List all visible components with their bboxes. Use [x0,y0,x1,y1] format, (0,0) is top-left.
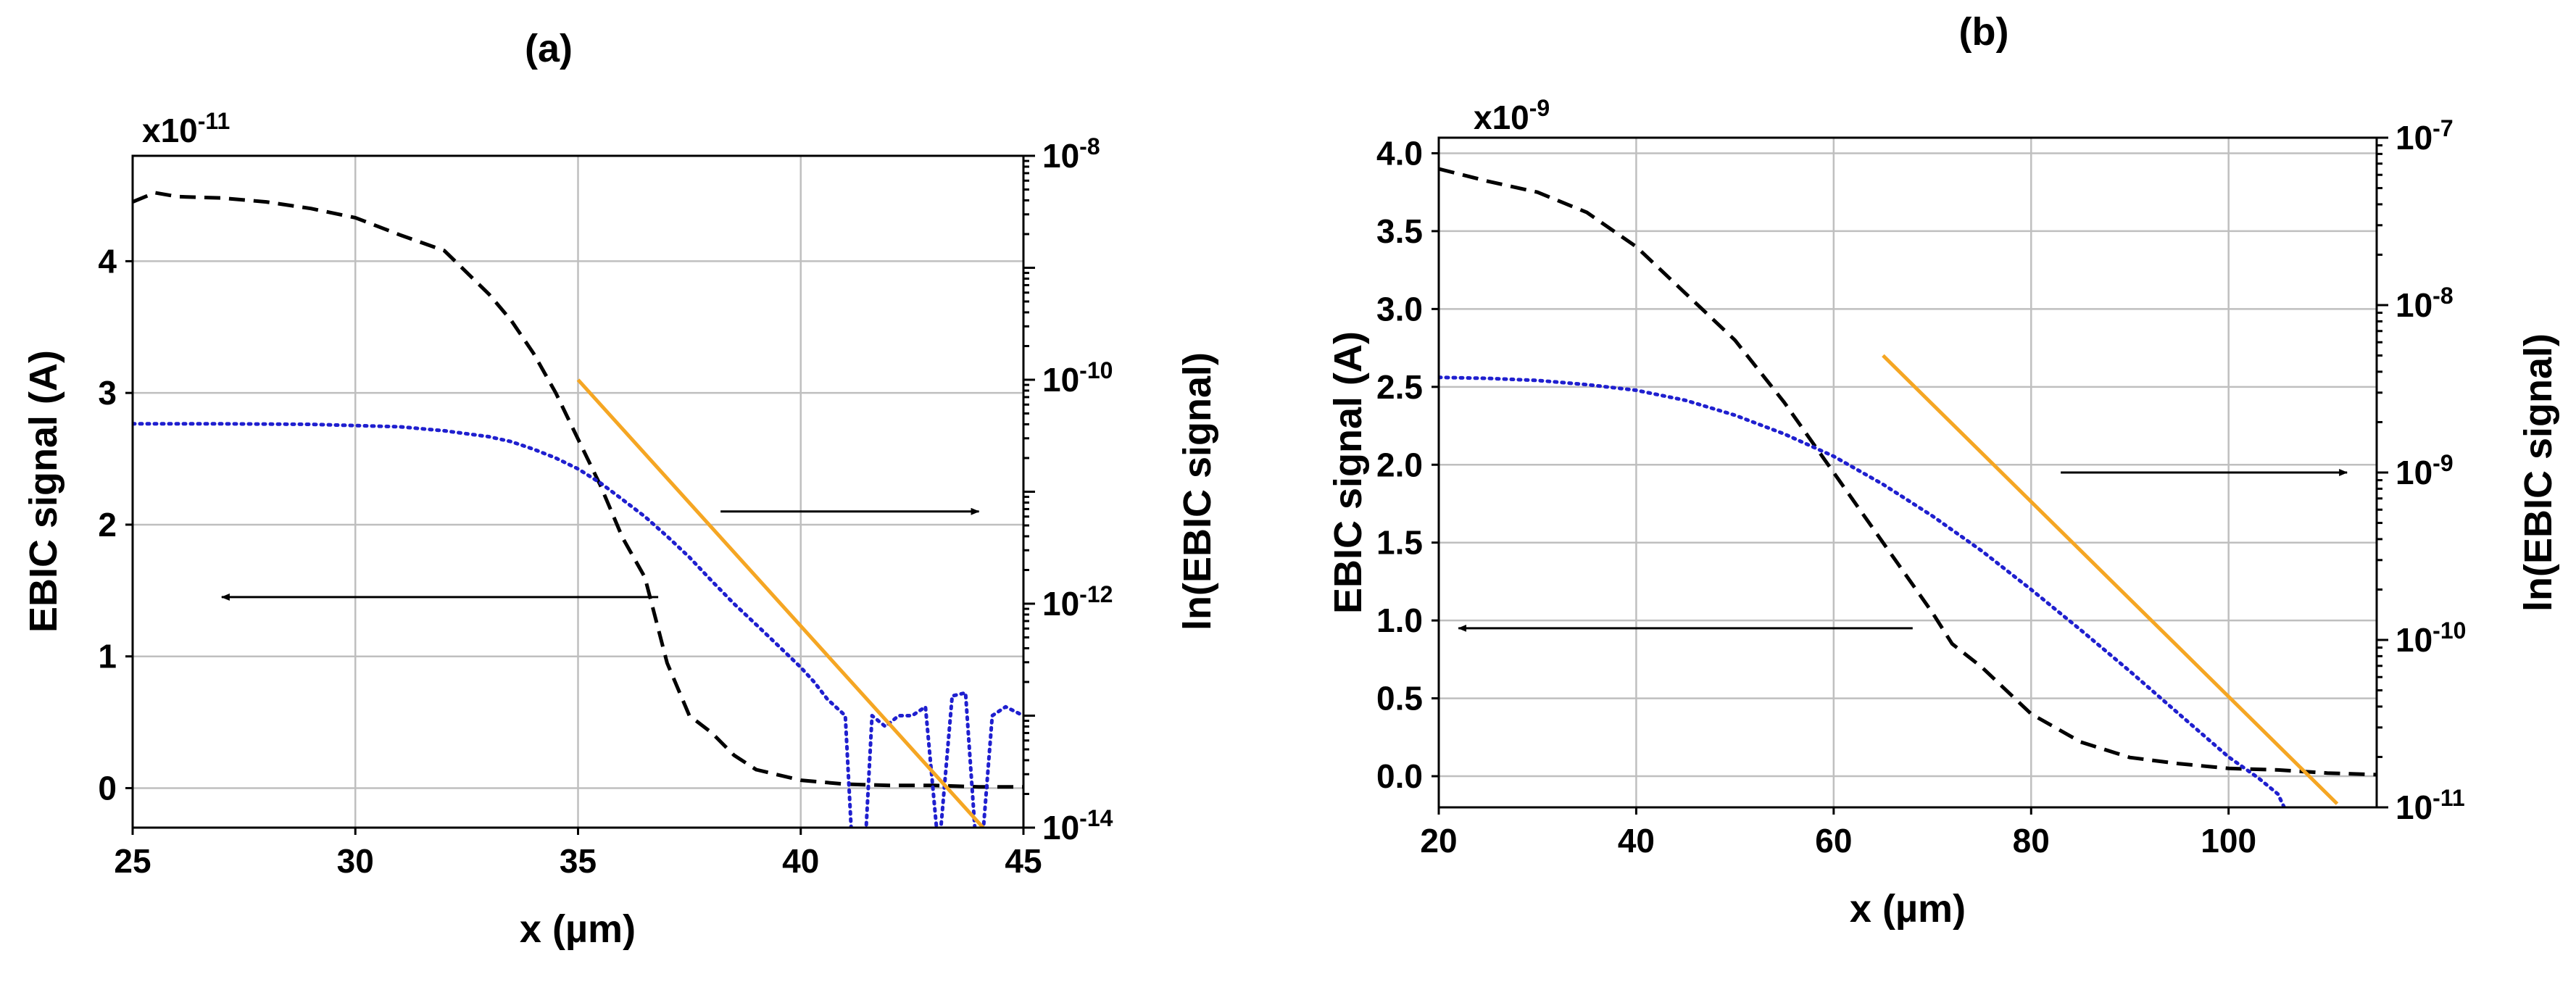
panel-b-y2-axis-label: ln(EBIC signal) [2517,333,2560,612]
panel-b-y-tick-label: 2.0 [1376,446,1423,483]
panel-a-y2-tick-label: 10-10 [1042,357,1113,399]
panel-a-y2-ticks: 10-8 10-10 10-12 10-14 [1023,133,1113,846]
panel-b-x-tick-label: 20 [1420,822,1457,860]
chart-panel-b: (b) 20 40 60 80 100 0.0 0.5 1.0 1.5 2.0 2.5 3.0 3.5… [1326,10,2560,931]
panel-a-dotted-curve [133,422,1023,828]
panel-a-x-tick-label: 30 [337,842,374,880]
panel-b-x-tick-label: 80 [2013,822,2050,860]
panel-b-y-tick-label: 1.5 [1376,524,1423,562]
panel-b-y-multiplier-base: x10 [1474,99,1529,136]
panel-b-y-axis-label: EBIC signal (A) [1326,331,1370,614]
panel-a-title: (a) [525,27,573,70]
panel-a-fit-line [576,378,986,828]
panel-a-y-tick-label: 3 [98,374,117,412]
panel-b-y-tick-label: 3.5 [1376,212,1423,250]
panel-a-series [133,191,1023,828]
panel-b-y-tick-label: 0.5 [1376,680,1423,717]
panel-b-x-ticks: 20 40 60 80 100 [1420,807,2256,860]
panel-b-dashed-curve [1439,167,2377,777]
panel-b-x-tick-label: 60 [1815,822,1852,860]
panel-a-y-tick-label: 4 [98,242,117,280]
panel-a-y-tick-label: 1 [98,638,117,675]
panel-b-dotted-curve [1439,375,2287,807]
panel-a-y2-tick-label: 10-14 [1042,805,1113,846]
panel-b-y2-tick-label: 10-7 [2396,115,2454,157]
panel-a-y-multiplier: x10-11 [142,108,230,149]
panel-a-y-ticks: 0 1 2 3 4 [98,242,133,807]
panel-b-y-multiplier-exp: -9 [1529,95,1550,121]
panel-a-y2-tick-label: 10-12 [1042,581,1113,623]
panel-a-dashed-curve [133,191,1023,789]
panel-b-y2-tick-label: 10-8 [2396,283,2454,324]
panel-b-arrows [1458,469,2348,632]
panel-a-x-axis-label: x (µm) [520,907,636,951]
panel-a-arrows [220,507,980,601]
panel-b-y-tick-label: 2.5 [1376,368,1423,406]
panel-b-y-tick-label: 4.0 [1376,134,1423,172]
panel-b-title: (b) [1959,10,2009,54]
panel-b-fit-line [1882,354,2339,805]
panel-b-grid [1437,138,2377,807]
panel-b-y-tick-label: 3.0 [1376,290,1423,328]
panel-a-x-tick-label: 45 [1005,842,1042,880]
panel-a-y-tick-label: 0 [98,769,117,807]
panel-a-x-tick-label: 35 [560,842,597,880]
panel-a-x-ticks: 25 30 35 40 45 [114,828,1042,880]
panel-b-y-tick-label: 0.0 [1376,757,1423,795]
panel-b-y-multiplier: x10-9 [1474,95,1550,136]
panel-b-x-axis-label: x (µm) [1850,887,1966,931]
panel-a-y-tick-label: 2 [98,506,117,544]
panel-b-x-tick-label: 100 [2201,822,2256,860]
panel-b-y2-tick-label: 10-9 [2396,450,2454,491]
panel-a-y2-tick-label: 10-8 [1042,133,1100,175]
chart-panel-a: (a) 25 30 35 40 45 0 1 2 3 4 10-8 10-10 10-12 10-14… [22,27,1219,951]
panel-b-y-tick-label: 1.0 [1376,602,1423,639]
panel-b-y2-ticks: 10-7 10-8 10-9 10-10 10-11 [2377,115,2466,826]
panel-b-y2-tick-label: 10-10 [2396,617,2466,659]
panel-a-y-multiplier-base: x10 [142,112,198,149]
panel-b-y-ticks: 0.0 0.5 1.0 1.5 2.0 2.5 3.0 3.5 4.0 [1376,134,1439,795]
panel-b-series [1439,167,2377,807]
panel-a-x-tick-label: 25 [114,842,151,880]
panel-a-y-axis-label: EBIC signal (A) [22,350,65,633]
panel-a-y-multiplier-exp: -11 [198,108,230,134]
panel-b-y2-tick-label: 10-11 [2396,785,2465,826]
panel-a-x-tick-label: 40 [782,842,819,880]
panel-a-y2-axis-label: ln(EBIC signal) [1176,352,1219,631]
panel-b-x-tick-label: 40 [1618,822,1655,860]
